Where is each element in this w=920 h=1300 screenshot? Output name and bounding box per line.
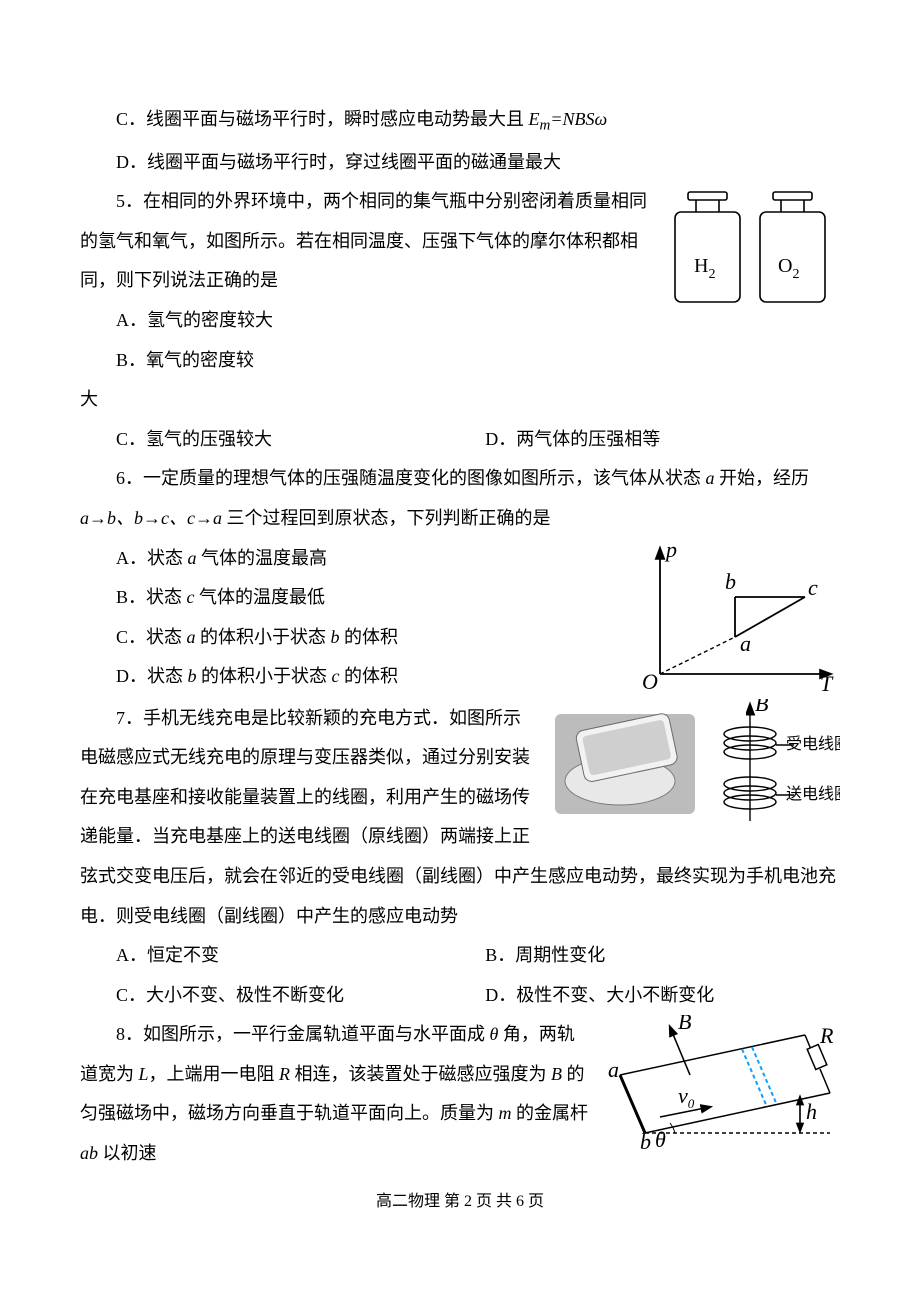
q6-figure: p T O a b c bbox=[630, 539, 840, 699]
R-label: R bbox=[819, 1023, 834, 1048]
rx-coil-label: 受电线圈 bbox=[786, 735, 840, 753]
page-footer: 高二物理 第 2 页 共 6 页 bbox=[80, 1184, 840, 1219]
q5-optB1: B．氧气的密度较 bbox=[80, 341, 445, 381]
q4c-m: m bbox=[540, 118, 551, 134]
pt-a: a bbox=[740, 631, 751, 656]
axis-T: T bbox=[820, 671, 834, 696]
b-label: b bbox=[640, 1129, 651, 1154]
B-label: B bbox=[678, 1015, 691, 1034]
q4-option-c: C．线圈平面与磁场平行时，瞬时感应电动势最大且 Em=NBSω bbox=[80, 100, 840, 143]
q4-option-d: D．线圈平面与磁场平行时，穿过线圈平面的磁通量最大 bbox=[80, 143, 840, 183]
q4c-rhs: =NBSω bbox=[550, 109, 607, 129]
pt-b: b bbox=[725, 569, 736, 594]
tx-coil-label: 送电线圈 bbox=[786, 785, 840, 803]
origin: O bbox=[642, 669, 658, 694]
q5-optB-cont: 大 bbox=[80, 380, 840, 420]
h-label: h bbox=[806, 1099, 817, 1124]
o2-label: O2 bbox=[778, 255, 799, 282]
q8-figure: B v0 h θ a b R bbox=[600, 1015, 840, 1155]
q7-optD: D．极性不变、大小不断变化 bbox=[449, 976, 814, 1016]
q5-optC: C．氢气的压强较大 bbox=[80, 420, 445, 460]
q7-row1: A．恒定不变 B．周期性变化 bbox=[80, 936, 840, 976]
q4c-text: C．线圈平面与磁场平行时，瞬时感应电动势最大且 bbox=[116, 109, 529, 129]
q5-row2: C．氢气的压强较大 D．两气体的压强相等 bbox=[80, 420, 840, 460]
a-label: a bbox=[608, 1057, 619, 1082]
axis-p: p bbox=[664, 539, 677, 562]
q7-optB: B．周期性变化 bbox=[449, 936, 814, 976]
q4c-E: E bbox=[529, 109, 540, 129]
q7-row2: C．大小不变、极性不断变化 D．极性不变、大小不断变化 bbox=[80, 976, 840, 1016]
b-label: B bbox=[755, 699, 768, 716]
q5-optD: D．两气体的压强相等 bbox=[449, 420, 814, 460]
v0-label: v0 bbox=[678, 1083, 695, 1111]
q7-optC: C．大小不变、极性不断变化 bbox=[80, 976, 445, 1016]
q5-figure: H2 O2 bbox=[660, 182, 840, 322]
theta-label: θ bbox=[655, 1127, 666, 1152]
q7-figure: B 受电线圈 送电线圈 bbox=[550, 699, 840, 829]
q5-optA: A．氢气的密度较大 bbox=[80, 301, 445, 341]
pt-c: c bbox=[808, 575, 818, 600]
q7-optA: A．恒定不变 bbox=[80, 936, 445, 976]
q6-stem: 6．一定质量的理想气体的压强随温度变化的图像如图所示，该气体从状态 a 开始，经… bbox=[80, 459, 840, 538]
h2-label: H2 bbox=[694, 255, 715, 282]
